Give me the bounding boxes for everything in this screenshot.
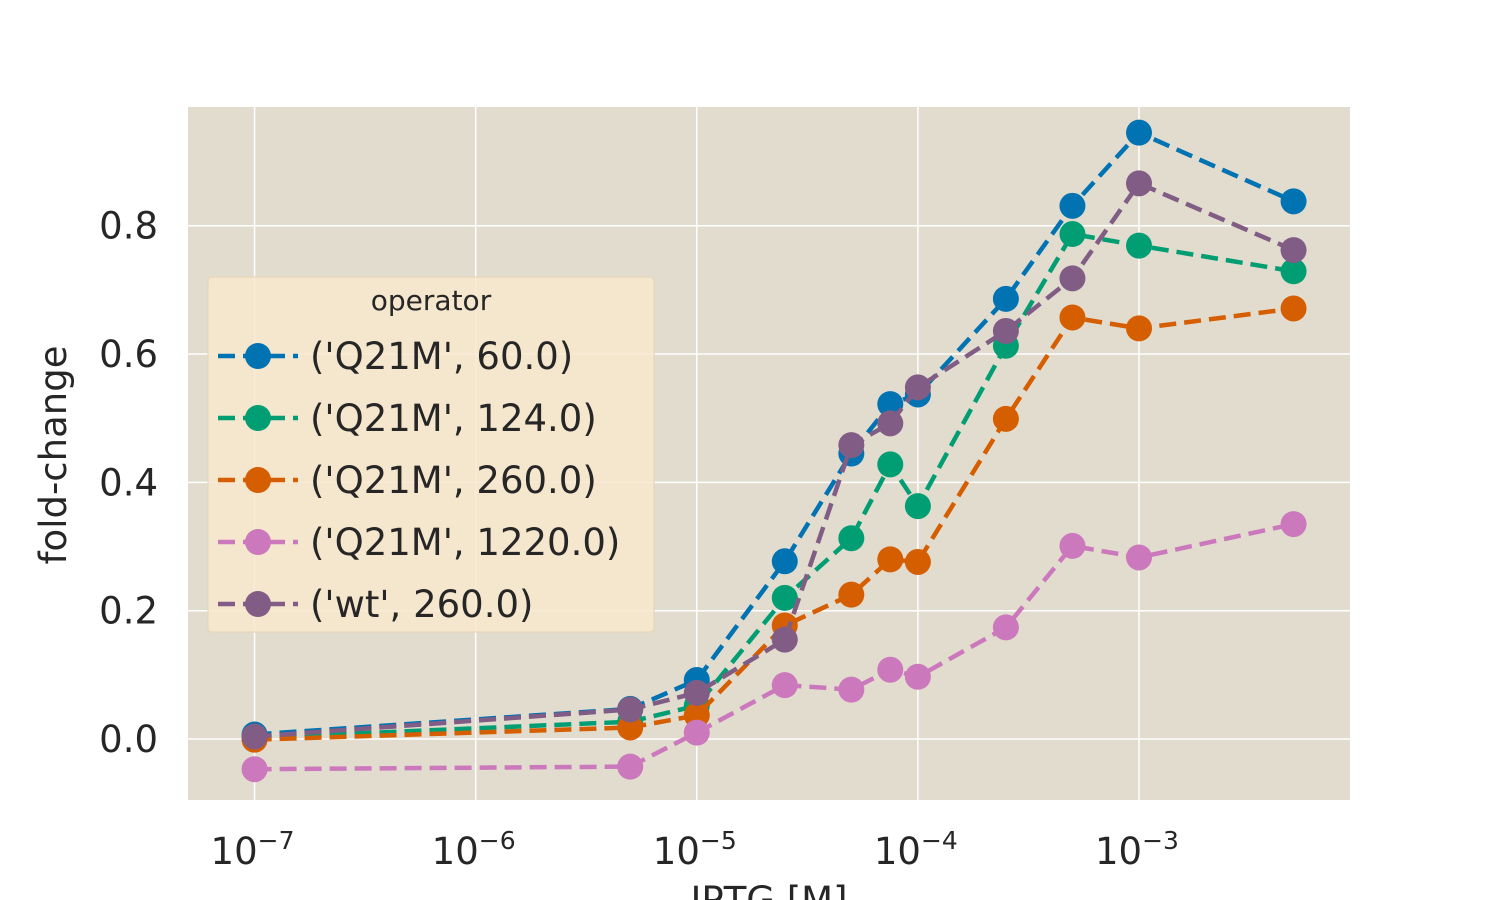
data-point — [1059, 304, 1086, 331]
series-3 — [241, 295, 1307, 753]
data-point — [992, 614, 1019, 641]
x-tick-label: 10−6 — [432, 826, 516, 873]
data-point — [771, 584, 798, 611]
data-point — [617, 753, 644, 780]
legend-label: ('Q21M', 1220.0) — [310, 521, 620, 564]
data-point — [1280, 188, 1307, 215]
data-point — [1059, 192, 1086, 219]
legend-items: ('Q21M', 60.0) ('Q21M', 124.0) ('Q21M', 26… — [218, 335, 620, 626]
data-point — [877, 410, 904, 437]
legend-item: ('Q21M', 260.0) — [218, 459, 597, 502]
data-point — [992, 405, 1019, 432]
x-tick-label: 10−7 — [211, 826, 295, 873]
series-layer — [241, 119, 1307, 783]
series-5 — [241, 170, 1307, 750]
data-point — [1059, 221, 1086, 248]
data-point — [904, 548, 931, 575]
legend-label: ('Q21M', 124.0) — [310, 397, 597, 440]
legend-title: operator — [371, 284, 492, 317]
data-point — [992, 285, 1019, 312]
legend-marker — [245, 591, 271, 617]
data-point — [241, 756, 268, 783]
legend-item: ('Q21M', 1220.0) — [218, 521, 620, 564]
legend-marker — [245, 343, 271, 369]
data-point — [992, 317, 1019, 344]
y-axis-label: fold-change — [32, 346, 75, 565]
data-point — [617, 714, 644, 741]
y-tick-label: 0.2 — [99, 590, 158, 633]
data-point — [877, 451, 904, 478]
x-tick-label: 10−5 — [653, 826, 737, 873]
series-4 — [241, 511, 1307, 783]
data-point — [838, 676, 865, 703]
data-point — [904, 663, 931, 690]
data-point — [1059, 532, 1086, 559]
data-point — [617, 696, 644, 723]
data-point — [1280, 511, 1307, 538]
data-point — [683, 679, 710, 706]
legend-label: ('Q21M', 60.0) — [310, 335, 573, 378]
data-point — [877, 391, 904, 418]
data-point — [838, 432, 865, 459]
data-point — [1280, 258, 1307, 285]
legend-label: ('wt', 260.0) — [310, 583, 533, 626]
y-tick-label: 0.0 — [99, 718, 158, 761]
data-point — [838, 581, 865, 608]
y-tick-label: 0.8 — [99, 205, 158, 248]
data-point — [241, 723, 268, 750]
legend: operator ('Q21M', 60.0)('Q21M', 124.0)('… — [207, 276, 655, 633]
data-point — [1126, 232, 1153, 259]
data-point — [1126, 315, 1153, 342]
data-point — [1280, 237, 1307, 264]
data-point — [904, 493, 931, 520]
x-tick-label: 10−3 — [1095, 826, 1179, 873]
x-tick-labels: 10−7 10−6 10−5 10−4 10−3 — [211, 826, 1179, 873]
x-axis-label: IPTG [M] — [690, 879, 847, 900]
data-point — [771, 672, 798, 699]
data-point — [904, 374, 931, 401]
legend-marker — [245, 529, 271, 555]
data-point — [1126, 544, 1153, 571]
series-line — [254, 306, 1294, 742]
data-point — [877, 656, 904, 683]
data-point — [1126, 170, 1153, 197]
legend-box — [207, 276, 655, 633]
data-point — [1126, 119, 1153, 146]
data-point — [1059, 265, 1086, 292]
data-point — [877, 546, 904, 573]
x-tick-label: 10−4 — [874, 826, 958, 873]
legend-item: ('wt', 260.0) — [218, 583, 533, 626]
data-point — [771, 548, 798, 575]
legend-item: ('Q21M', 60.0) — [218, 335, 573, 378]
y-tick-labels: 0.0 0.2 0.4 0.6 0.8 — [99, 205, 158, 761]
data-point — [1280, 295, 1307, 322]
y-tick-label: 0.4 — [99, 461, 158, 504]
y-tick-label: 0.6 — [99, 333, 158, 376]
data-point — [771, 626, 798, 653]
legend-marker — [245, 405, 271, 431]
legend-label: ('Q21M', 260.0) — [310, 459, 597, 502]
legend-marker — [245, 467, 271, 493]
data-point — [683, 719, 710, 746]
legend-item: ('Q21M', 124.0) — [218, 397, 597, 440]
data-point — [838, 525, 865, 552]
